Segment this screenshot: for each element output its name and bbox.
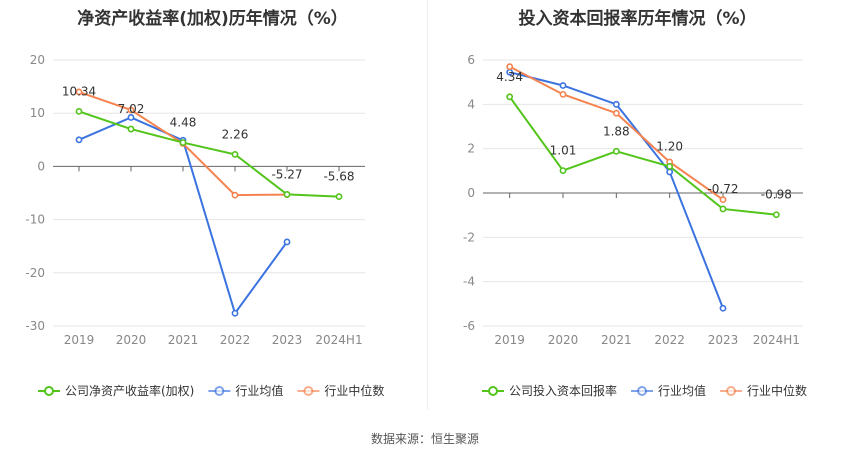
roe-x-tick-label: 2021 bbox=[168, 333, 199, 347]
roe-series-point-0 bbox=[75, 107, 83, 115]
roi-series-point-2 bbox=[719, 196, 727, 204]
roe-chart-title: 净资产收益率(加权)历年情况（%） bbox=[77, 9, 348, 29]
roi-y-tick-label: -2 bbox=[463, 230, 475, 244]
roi-x-tick-label: 2023 bbox=[708, 333, 739, 347]
roe-data-label: 2.26 bbox=[222, 127, 249, 141]
roi-x-tick-label: 2019 bbox=[494, 333, 525, 347]
roi-data-label: -0.98 bbox=[761, 188, 792, 202]
roe-legend-label-2: 行业中位数 bbox=[324, 383, 384, 398]
roe-data-label: -5.68 bbox=[323, 170, 354, 184]
roe-legend-label-1: 行业均值 bbox=[235, 383, 283, 398]
roi-data-label: 1.01 bbox=[550, 144, 577, 158]
roe-x-tick-label: 2023 bbox=[272, 333, 303, 347]
roe-series-point-2 bbox=[127, 106, 135, 114]
roi-legend-label-2: 行业中位数 bbox=[747, 383, 807, 398]
roe-series-point-1 bbox=[283, 238, 291, 246]
roi-y-tick-label: 6 bbox=[467, 53, 475, 67]
roi-legend-marker-0 bbox=[488, 386, 498, 396]
roi-data-label: 4.34 bbox=[496, 70, 523, 84]
roe-series-point-1 bbox=[231, 309, 239, 317]
roe-legend-marker-0 bbox=[44, 386, 54, 396]
roi-data-label: -0.72 bbox=[707, 182, 738, 196]
roi-series-point-0 bbox=[559, 167, 567, 175]
roi-legend-label-1: 行业均值 bbox=[658, 383, 706, 398]
roi-series-point-0 bbox=[612, 147, 620, 155]
roe-y-tick-label: 20 bbox=[30, 53, 45, 67]
roe-y-tick-label: 0 bbox=[37, 159, 45, 173]
roe-y-tick-label: 10 bbox=[30, 106, 45, 120]
roe-legend-label-0: 公司净资产收益率(加权) bbox=[65, 383, 194, 398]
roi-chart-title: 投入资本回报率历年情况（%） bbox=[518, 9, 757, 29]
roi-series-point-2 bbox=[559, 90, 567, 98]
roi-x-tick-label: 2021 bbox=[601, 333, 632, 347]
data-source-note: 数据来源：恒生聚源 bbox=[370, 432, 479, 446]
roe-series-point-0 bbox=[335, 193, 343, 201]
roi-y-tick-label: -4 bbox=[463, 275, 475, 289]
panel-divider bbox=[427, 0, 428, 410]
roi-series-point-0 bbox=[772, 211, 780, 219]
roe-series-point-1 bbox=[75, 136, 83, 144]
roi-series-point-1 bbox=[719, 304, 727, 312]
roe-data-label: -5.27 bbox=[271, 167, 302, 181]
roi-series-point-1 bbox=[559, 82, 567, 89]
roi-y-tick-label: 0 bbox=[467, 186, 475, 200]
roe-series-point-2 bbox=[75, 88, 83, 96]
roi-x-tick-label: 2020 bbox=[548, 333, 579, 347]
roe-y-tick-label: -30 bbox=[25, 319, 45, 333]
roi-legend-label-0: 公司投入资本回报率 bbox=[509, 383, 617, 398]
roi-legend-marker-1 bbox=[637, 386, 648, 396]
roi-y-tick-label: 4 bbox=[467, 97, 475, 111]
roe-data-label: 7.02 bbox=[118, 102, 145, 116]
roe-x-tick-label: 2020 bbox=[116, 333, 147, 347]
roi-y-tick-label: -6 bbox=[463, 319, 475, 333]
roe-x-tick-label: 2019 bbox=[64, 333, 95, 347]
roi-x-tick-label: 2022 bbox=[654, 333, 685, 347]
roi-series-point-0 bbox=[506, 93, 514, 101]
roe-series-point-1 bbox=[127, 114, 135, 121]
roi-series-point-0 bbox=[719, 205, 727, 213]
roi-legend-marker-2 bbox=[726, 386, 737, 396]
roe-y-tick-label: -20 bbox=[25, 266, 45, 280]
roi-series-point-2 bbox=[506, 63, 514, 71]
roe-series-point-2 bbox=[231, 191, 239, 199]
roi-data-label: 1.20 bbox=[656, 139, 683, 153]
roi-data-label: 1.88 bbox=[603, 124, 630, 138]
roi-y-tick-label: 2 bbox=[467, 142, 475, 156]
roi-series-point-0 bbox=[666, 162, 674, 170]
roi-series-line-0 bbox=[508, 96, 777, 216]
roi-series-point-2 bbox=[612, 109, 620, 117]
roe-series-line-0 bbox=[78, 110, 340, 198]
roe-x-tick-label: 2022 bbox=[220, 333, 251, 347]
roe-series-point-0 bbox=[179, 139, 187, 146]
roe-legend-marker-2 bbox=[303, 386, 314, 396]
roe-x-tick-label: 2024H1 bbox=[315, 333, 362, 347]
roi-x-tick-label: 2024H1 bbox=[753, 333, 800, 347]
roe-data-label: 10.34 bbox=[62, 84, 96, 98]
roi-series-point-1 bbox=[666, 168, 674, 176]
roe-series-point-0 bbox=[283, 191, 291, 198]
roe-data-label: 4.48 bbox=[170, 116, 197, 130]
roe-series-point-0 bbox=[231, 150, 239, 158]
roe-y-tick-label: -10 bbox=[25, 213, 45, 227]
roi-series-point-1 bbox=[612, 100, 620, 108]
roe-series-point-0 bbox=[127, 125, 135, 133]
roe-legend-marker-1 bbox=[214, 386, 225, 396]
